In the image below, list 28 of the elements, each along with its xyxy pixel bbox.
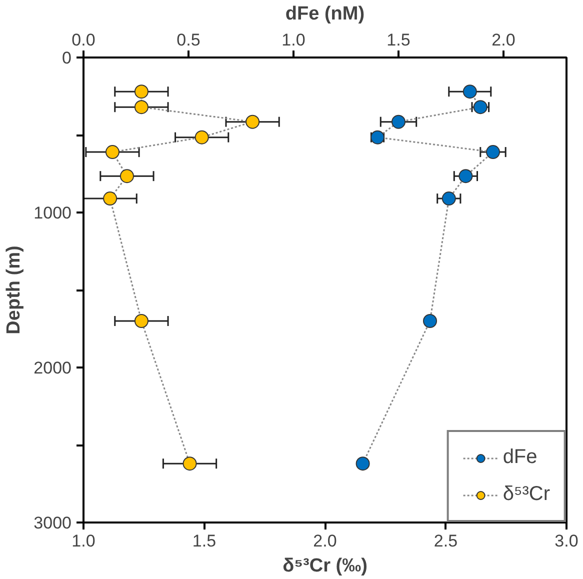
x-tick-label: 1.5 — [192, 532, 216, 550]
x2-tick-label: 1.5 — [386, 30, 410, 50]
y-tick-label: 0 — [62, 48, 72, 68]
legend-label: δ⁵³Cr — [502, 483, 550, 506]
legend-label: dFe — [502, 446, 538, 469]
x-axis-title: δ⁵³Cr (‰) — [282, 556, 368, 576]
x-tick-label: 2.0 — [313, 532, 337, 550]
point — [134, 314, 148, 328]
point — [120, 169, 134, 184]
x2-tick-label: 2.0 — [492, 30, 516, 50]
y-tick-label: 1000 — [34, 204, 72, 222]
point — [134, 84, 148, 99]
point — [134, 100, 148, 114]
x-tick-label: 1.0 — [72, 532, 96, 550]
point — [103, 192, 118, 206]
x2-tick-label: 1.0 — [282, 30, 306, 50]
point — [246, 114, 260, 129]
x-tick-label: 2.5 — [434, 532, 458, 550]
point — [182, 456, 197, 471]
x-tick-label: 3.0 — [554, 532, 578, 550]
point — [105, 145, 120, 160]
x2-tick-label: 0.0 — [72, 30, 96, 50]
y-tick-label: 2000 — [34, 358, 72, 378]
point — [194, 130, 209, 144]
y-tick-label: 3000 — [34, 514, 72, 532]
y-axis-title: Depth (m) — [4, 246, 25, 334]
x2-tick-label: 0.5 — [176, 30, 200, 50]
x2-axis-title: dFe (nM) — [285, 4, 365, 24]
